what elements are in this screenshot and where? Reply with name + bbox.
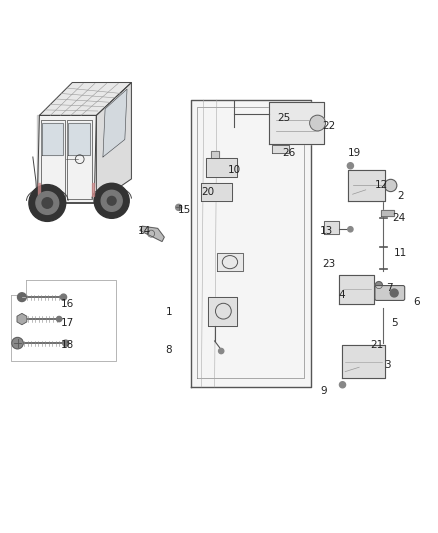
Text: 22: 22 [322, 122, 335, 131]
Circle shape [107, 197, 116, 205]
Polygon shape [381, 211, 394, 216]
Text: 15: 15 [177, 205, 191, 215]
Circle shape [176, 204, 182, 211]
Text: 12: 12 [374, 181, 388, 190]
Polygon shape [324, 221, 339, 233]
Polygon shape [272, 145, 289, 152]
Text: 1: 1 [165, 308, 172, 318]
Circle shape [57, 317, 62, 322]
Text: 2: 2 [397, 191, 404, 201]
Text: 11: 11 [394, 248, 407, 259]
Text: 10: 10 [228, 165, 241, 175]
Text: 18: 18 [61, 341, 74, 350]
Polygon shape [348, 170, 385, 201]
Circle shape [42, 198, 53, 208]
Polygon shape [269, 102, 324, 144]
Polygon shape [339, 275, 374, 304]
Polygon shape [42, 123, 63, 155]
Polygon shape [206, 158, 237, 177]
Circle shape [18, 293, 26, 302]
Circle shape [310, 115, 325, 131]
Polygon shape [37, 115, 96, 203]
Text: 5: 5 [391, 318, 398, 328]
Polygon shape [140, 226, 164, 241]
Text: 14: 14 [138, 227, 151, 237]
Circle shape [12, 337, 23, 349]
Polygon shape [38, 183, 40, 197]
Polygon shape [92, 183, 94, 197]
Polygon shape [68, 123, 90, 155]
Text: 23: 23 [322, 260, 335, 269]
Circle shape [29, 184, 66, 221]
Polygon shape [217, 253, 243, 271]
Circle shape [339, 382, 346, 388]
Text: 17: 17 [61, 318, 74, 328]
Text: 24: 24 [392, 213, 405, 223]
Polygon shape [96, 83, 131, 203]
Circle shape [36, 191, 59, 214]
Text: 3: 3 [384, 360, 391, 370]
Text: 7: 7 [386, 284, 393, 293]
Polygon shape [103, 89, 127, 157]
Circle shape [63, 340, 69, 346]
Circle shape [60, 294, 67, 300]
Text: 8: 8 [165, 345, 172, 355]
Text: 25: 25 [277, 112, 290, 123]
Text: 13: 13 [320, 227, 333, 237]
Circle shape [347, 163, 353, 169]
Polygon shape [191, 100, 311, 387]
Circle shape [94, 183, 129, 219]
Text: 21: 21 [370, 341, 383, 350]
Circle shape [348, 227, 353, 232]
Circle shape [219, 349, 224, 354]
Polygon shape [201, 183, 232, 201]
Text: 26: 26 [283, 148, 296, 158]
Circle shape [375, 281, 382, 288]
Polygon shape [37, 115, 38, 203]
Polygon shape [39, 83, 131, 115]
Circle shape [390, 289, 398, 297]
Text: 19: 19 [348, 148, 361, 158]
Circle shape [385, 179, 397, 191]
FancyBboxPatch shape [375, 286, 405, 301]
Circle shape [101, 190, 122, 211]
Polygon shape [208, 297, 237, 326]
Polygon shape [211, 151, 219, 158]
Text: 9: 9 [321, 386, 328, 397]
Text: 16: 16 [61, 298, 74, 309]
Text: 20: 20 [201, 187, 215, 197]
Polygon shape [342, 345, 385, 378]
Text: 4: 4 [338, 290, 345, 300]
Text: 6: 6 [413, 296, 420, 306]
